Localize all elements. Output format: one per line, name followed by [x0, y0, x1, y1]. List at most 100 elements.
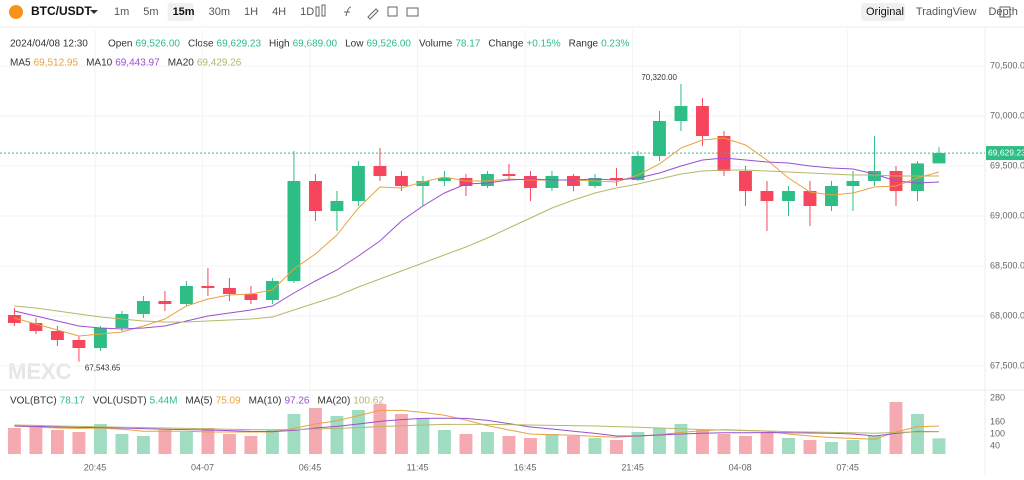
volume-bar	[7, 428, 21, 454]
fullscreen-icon[interactable]	[999, 6, 1011, 18]
active-view	[861, 3, 905, 21]
view-tab[interactable]: Original	[866, 6, 904, 18]
layout-icon[interactable]	[387, 6, 398, 17]
volume-bar	[136, 436, 150, 454]
candle-body	[93, 328, 107, 348]
candle-body	[201, 286, 215, 288]
x-tick-label: 16:45	[514, 462, 537, 472]
candle-body	[631, 156, 645, 180]
view-tab[interactable]: TradingView	[916, 6, 977, 18]
volume-bar	[696, 430, 709, 454]
volume-bar	[50, 430, 64, 454]
legend-label: VOL(BTC)	[10, 396, 57, 407]
watermark: MEXC	[8, 359, 72, 384]
x-tick-label: 20:45	[84, 462, 107, 472]
candle-body	[50, 331, 64, 340]
last-price-box	[986, 146, 1024, 161]
volume-bar	[803, 440, 817, 454]
tool-icons	[315, 4, 1011, 20]
snapshot-icon[interactable]	[406, 7, 419, 17]
view-tab[interactable]: Depth	[988, 6, 1017, 18]
candle-body	[868, 171, 881, 181]
legend-label: MA10	[86, 58, 113, 69]
legend-label: MA(5)	[185, 396, 212, 407]
y-tick-label: 70,500.00	[990, 60, 1024, 70]
x-tick-label: 06:45	[299, 462, 322, 472]
volume-bar	[416, 418, 430, 454]
volume-bar	[610, 440, 623, 454]
legend-value: 69,429.26	[197, 58, 242, 69]
ma-line	[14, 157, 940, 330]
volume-bar	[782, 438, 795, 454]
info-label: Change	[488, 39, 523, 50]
volume-bar	[760, 432, 774, 454]
info-label: Low	[345, 39, 364, 50]
volume-bar	[674, 424, 688, 454]
interval-tab[interactable]: 1D	[300, 6, 314, 18]
info-label: Volume	[419, 39, 453, 50]
volume-bar	[179, 432, 193, 454]
info-date: 2024/04/08 12:30	[10, 39, 88, 50]
interval-tab[interactable]: 1H	[244, 6, 258, 18]
draw-icon[interactable]	[367, 8, 379, 20]
volume-bar	[394, 414, 408, 454]
candle-body	[72, 340, 86, 348]
volume-bar	[717, 434, 731, 454]
legend-value: 69,443.97	[115, 58, 160, 69]
candle-body	[179, 286, 193, 304]
candle-body	[911, 163, 924, 191]
volume-bar	[373, 404, 387, 454]
volume-bar	[158, 430, 172, 454]
volume-bar	[868, 436, 881, 454]
interval-tab[interactable]: 30m	[209, 6, 230, 18]
pair[interactable]: BTC/USDT	[31, 4, 92, 18]
x-tick-label: 11:45	[407, 462, 429, 472]
interval-tab[interactable]: 15m	[173, 6, 195, 18]
candle-icon[interactable]	[321, 4, 326, 17]
legend-value: 75.09	[216, 396, 241, 407]
candle-body	[524, 176, 537, 188]
x-tick-label: 21:45	[621, 462, 644, 472]
volume-bar	[201, 428, 215, 454]
volume-bar	[287, 414, 301, 454]
info-label: Range	[569, 39, 599, 50]
volume-bar	[308, 408, 322, 454]
ma-line	[14, 137, 940, 337]
y-tick-label: 100	[990, 428, 1005, 438]
volume-bar	[631, 432, 645, 454]
volume-bar	[437, 430, 451, 454]
candle-body	[480, 174, 494, 186]
interval-tab[interactable]: 1m	[114, 6, 129, 18]
volume-bar	[932, 438, 946, 454]
candle-body	[158, 301, 172, 304]
candle-body	[29, 323, 43, 331]
volume-bar	[739, 436, 752, 454]
volume-bar	[265, 430, 279, 454]
candle-icon[interactable]	[315, 6, 320, 17]
volume-bar	[653, 428, 666, 454]
info-value: +0.15%	[526, 39, 560, 50]
pair-dropdown[interactable]	[90, 10, 98, 14]
info-value: 69,689.00	[293, 39, 338, 50]
legend-label: MA5	[10, 58, 31, 69]
candle-body	[115, 314, 129, 328]
volume-bar	[115, 434, 129, 454]
candle-body	[373, 166, 387, 176]
volume-bar	[351, 410, 365, 454]
y-tick-label: 160	[990, 416, 1005, 426]
info-label: Open	[108, 39, 132, 50]
interval-tab[interactable]: 5m	[143, 6, 158, 18]
candle-body	[932, 153, 946, 164]
volume-bar	[330, 416, 344, 454]
interval-tab[interactable]: 4H	[272, 6, 286, 18]
candle-body	[7, 315, 21, 323]
legend-label: MA(10)	[249, 396, 282, 407]
y-tick-label: 68,500.00	[990, 260, 1024, 270]
y-tick-label: 69,000.00	[990, 210, 1024, 220]
ma-line	[14, 409, 940, 440]
volume-bar	[567, 436, 580, 454]
low-annotation: 67,543.65	[85, 364, 121, 373]
info-value: 69,526.00	[135, 39, 180, 50]
indicator-icon[interactable]	[344, 6, 352, 17]
